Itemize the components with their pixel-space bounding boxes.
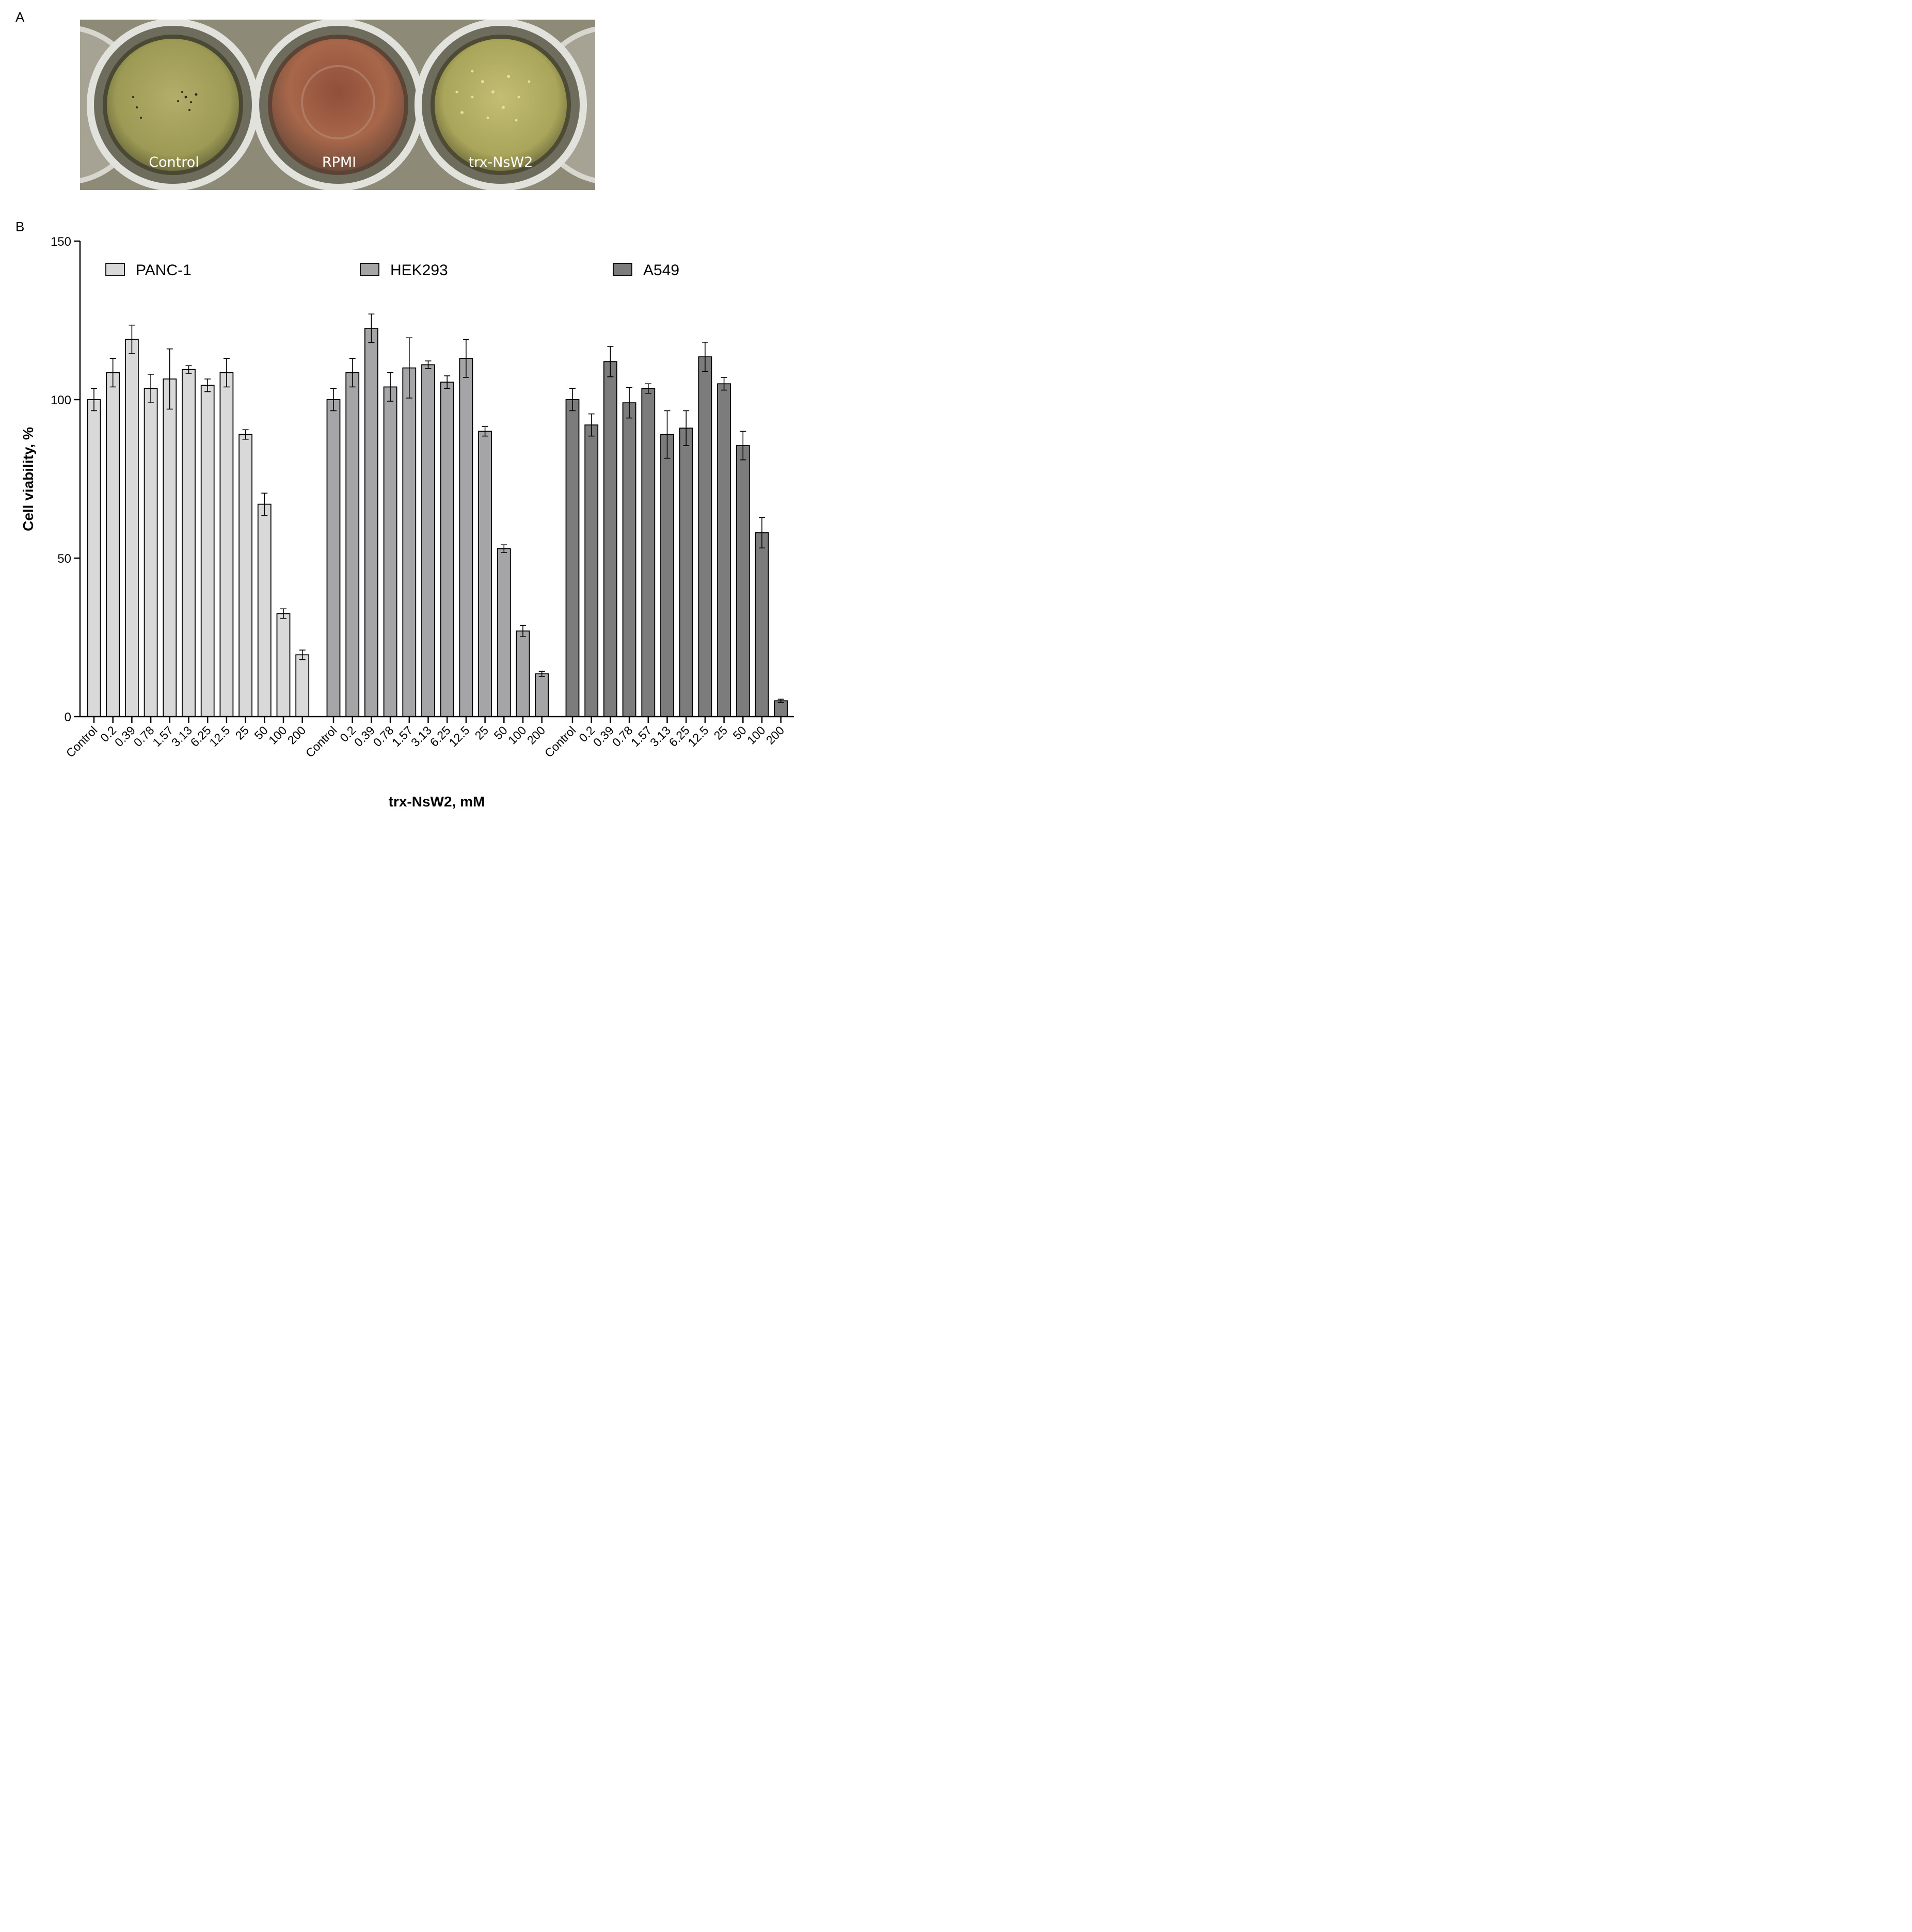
x-tick-label: 100 [505,723,529,747]
x-tick-label: 100 [266,723,290,747]
bar [755,532,769,717]
bar [295,654,310,717]
bar [238,434,253,717]
y-axis-title: Cell viability, % [20,427,36,531]
bar [124,339,139,717]
bar [698,356,712,717]
legend: PANC-1 HEK293 A549 [105,262,679,279]
legend-swatch [613,263,632,276]
x-tick-label: 25 [472,723,491,742]
x-tick-label: 200 [285,723,309,747]
x-tick-label: 100 [744,723,768,747]
bars-layer [87,313,788,717]
bar [345,372,360,717]
axes-layer [79,241,794,718]
series-a549 [565,342,788,717]
bar [257,503,272,717]
x-tick-label: 12.5 [206,723,232,749]
well-label-trx-nsw2: trx-NsW2 [469,154,533,170]
y-tick-label: 100 [51,393,71,407]
x-tick-label: Control [542,723,579,760]
bar [144,388,158,717]
bar [774,700,788,717]
x-tick-label: 200 [524,723,548,747]
y-tick-label: 150 [51,235,71,249]
y-tick-label: 0 [65,710,71,724]
bar [87,399,101,717]
bar [478,431,492,717]
x-axis-title: trx-NsW2, mM [389,794,485,810]
legend-label: HEK293 [390,262,448,279]
x-tick-label: 25 [233,723,251,742]
bar [603,361,617,717]
bar [641,388,656,717]
well-label-rpmi: RPMI [322,154,356,170]
bar [326,399,341,717]
bar [584,424,599,717]
bar [622,402,636,717]
bar [182,369,196,717]
x-tick-label: 12.5 [446,723,472,749]
well-plate-photo: Control RPMI trx-NsW2 [80,20,595,190]
bar [106,372,120,717]
panel-b-label: B [15,219,25,234]
bar [497,548,511,717]
well-plate-illustration: Control RPMI trx-NsW2 [80,20,595,190]
legend-label: A549 [643,262,679,279]
bar [364,327,378,717]
bar [402,367,417,717]
bar [736,445,750,717]
x-tick-label: Control [63,723,100,760]
panel-a-label: A [15,9,25,25]
bar [163,378,177,717]
bar [535,673,549,717]
well-label-control: Control [149,154,199,170]
series-hek293 [326,313,549,717]
bar [383,386,397,717]
y-tick-label: 50 [57,552,71,566]
x-tick-label: 25 [711,723,730,742]
bar [565,399,580,717]
x-tick-label: 12.5 [685,723,711,749]
legend-swatch [360,263,379,276]
bar [679,427,693,717]
bar [516,630,530,717]
bar [717,383,731,717]
x-tick-label: Control [303,723,340,760]
bar [276,613,291,717]
viability-bar-chart: 0 50 100 150 Control0.20.390.781.573.136.25… [20,235,794,810]
bar [219,372,234,717]
bar [660,434,674,717]
bar [421,364,435,717]
bar [459,358,473,717]
legend-swatch [105,263,125,276]
x-tick-label: 200 [763,723,787,747]
bar [440,382,454,717]
bar [200,385,215,717]
series-panc-1 [87,324,310,717]
y-ticks: 0 50 100 150 [51,235,80,724]
legend-label: PANC-1 [136,262,192,279]
